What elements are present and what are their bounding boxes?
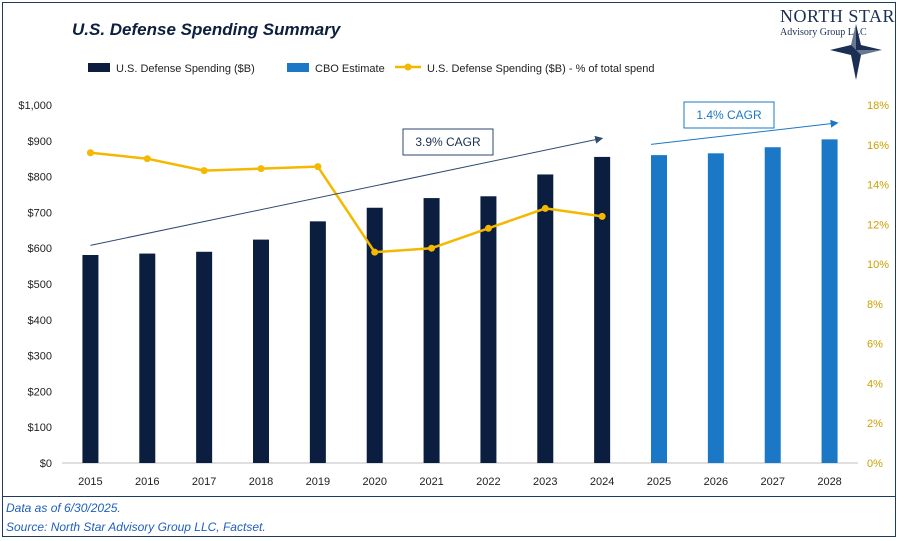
bar-defense-spending [423, 198, 440, 463]
y-left-tick-label: $300 [28, 351, 52, 363]
chart-title: U.S. Defense Spending Summary [72, 20, 341, 39]
footnote-source: Source: North Star Advisory Group LLC, F… [6, 520, 266, 534]
y-right-tick-label: 6% [867, 339, 883, 351]
cagr-label: 3.9% CAGR [415, 135, 481, 149]
x-tick-label: 2019 [306, 476, 330, 488]
y-right-tick-label: 12% [867, 219, 889, 231]
bar-defense-spending [82, 255, 99, 463]
y-right-tick-label: 8% [867, 299, 883, 311]
legend-pct-total-spend-marker [404, 63, 412, 71]
logo-name: NORTH STAR [780, 6, 895, 26]
x-tick-label: 2018 [249, 476, 273, 488]
cagr-label-box [683, 101, 775, 129]
legend-pct-total-spend-label: U.S. Defense Spending ($B) - % of total … [427, 63, 654, 75]
y-right-tick-label: 0% [867, 458, 883, 470]
legend-cbo-estimate-label: CBO Estimate [315, 63, 385, 75]
line-point [371, 248, 379, 256]
x-tick-label: 2026 [704, 476, 728, 488]
compass-star-icon [830, 24, 882, 80]
footer-divider [3, 496, 895, 497]
x-tick-label: 2021 [419, 476, 443, 488]
y-left-tick-label: $900 [28, 136, 52, 148]
line-point [484, 224, 492, 232]
logo-subtitle: Advisory Group LLC [780, 27, 867, 38]
bar-defense-spending [480, 196, 497, 464]
footnote-date: Data as of 6/30/2025. [6, 501, 121, 515]
cagr-arrow [90, 135, 604, 246]
bar-cbo-estimate [707, 153, 724, 463]
y-left-tick-label: $500 [28, 279, 52, 291]
legend-cbo-estimate-swatch [287, 63, 309, 72]
cagr-arrow [650, 119, 839, 145]
x-tick-label: 2023 [533, 476, 557, 488]
y-left-tick-label: $700 [28, 207, 52, 219]
y-left-tick-label: $600 [28, 243, 52, 255]
legend-defense-spending-swatch [88, 63, 110, 72]
line-point [541, 204, 549, 212]
x-tick-label: 2022 [476, 476, 500, 488]
y-right-tick-label: 10% [867, 259, 889, 271]
line-pct-total-spend [90, 151, 603, 254]
y-left-tick-label: $1,000 [18, 100, 52, 112]
cagr-label: 1.4% CAGR [696, 108, 762, 122]
bar-defense-spending [253, 239, 269, 463]
x-tick-label: 2015 [78, 476, 102, 488]
cagr-label-box [402, 128, 494, 156]
y-left-tick-label: $100 [28, 422, 52, 434]
line-point [200, 167, 208, 175]
line-point [143, 155, 151, 163]
bar-defense-spending [139, 253, 156, 463]
bar-defense-spending [196, 251, 213, 463]
y-right-tick-label: 14% [867, 180, 889, 192]
x-tick-label: 2028 [817, 476, 841, 488]
y-left-tick-label: $0 [40, 458, 52, 470]
bar-defense-spending [366, 207, 383, 463]
line-point [598, 212, 606, 220]
bar-cbo-estimate [651, 155, 667, 463]
line-point [314, 163, 322, 171]
y-left-tick-label: $200 [28, 386, 52, 398]
bar-cbo-estimate [764, 147, 781, 463]
x-tick-label: 2027 [760, 476, 784, 488]
y-left-tick-label: $400 [28, 315, 52, 327]
line-point [257, 165, 265, 173]
line-point [86, 149, 94, 157]
bar-defense-spending [537, 174, 554, 463]
x-tick-label: 2017 [192, 476, 216, 488]
y-right-tick-label: 2% [867, 418, 883, 430]
y-right-tick-label: 18% [867, 100, 889, 112]
y-right-tick-label: 16% [867, 140, 889, 152]
x-tick-label: 2016 [135, 476, 159, 488]
x-tick-label: 2020 [362, 476, 386, 488]
line-point [428, 244, 436, 252]
bar-defense-spending [309, 221, 326, 463]
y-left-tick-label: $800 [28, 172, 52, 184]
bar-defense-spending [594, 156, 611, 463]
bar-cbo-estimate [821, 139, 838, 464]
x-tick-label: 2025 [647, 476, 671, 488]
y-right-tick-label: 4% [867, 378, 883, 390]
company-logo: NORTH STAR Advisory Group LLC [770, 6, 895, 90]
legend-defense-spending-label: U.S. Defense Spending ($B) [116, 63, 255, 75]
x-tick-label: 2024 [590, 476, 614, 488]
